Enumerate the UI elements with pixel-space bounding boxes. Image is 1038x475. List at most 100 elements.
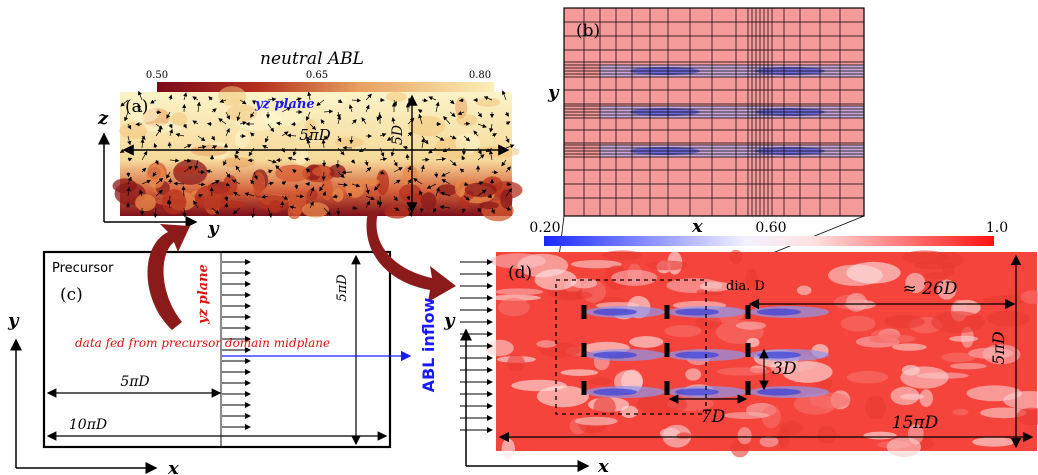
velocity-vector [435, 135, 445, 141]
panel-c-height-label: 5πD [335, 274, 350, 302]
turbulence-blob [498, 298, 530, 317]
velocity-vector [208, 96, 213, 101]
velocity-vector [309, 186, 315, 197]
velocity-vector [235, 165, 241, 173]
turbulence-blob [611, 269, 658, 286]
velocity-vector [225, 111, 230, 120]
velocity-vector [236, 111, 241, 122]
velocity-vector [181, 185, 186, 197]
velocity-vector [126, 171, 131, 178]
inflow-label: ABL inflow [419, 297, 438, 392]
velocity-vector [239, 99, 247, 105]
turbulence-blob [986, 310, 1030, 327]
panel-d-axis-x: x [597, 456, 609, 475]
velocity-vector [286, 133, 297, 138]
velocity-vector [137, 90, 143, 101]
velocity-vector [463, 182, 469, 187]
velocity-vector [337, 98, 343, 104]
velocity-vector [280, 200, 285, 209]
turbulence-blob [846, 370, 889, 384]
turbulence-blob [972, 437, 1015, 447]
velocity-vector [231, 179, 241, 185]
velocity-vector [211, 180, 220, 185]
velocity-vector [175, 132, 185, 138]
panel-d-label: (d) [508, 263, 532, 283]
velocity-vector [365, 183, 370, 195]
velocity-vector [393, 206, 400, 211]
velocity-vector [183, 92, 188, 101]
panel-c-note: data fed from precursor domain midplane [75, 336, 330, 350]
velocity-vector [155, 177, 164, 185]
turbulence-blob [796, 285, 812, 296]
velocity-vector [365, 93, 372, 101]
velocity-vector [225, 128, 230, 137]
velocity-vector [182, 123, 187, 129]
turbulence-blob [511, 379, 567, 392]
turbulence-blob [221, 157, 255, 168]
velocity-vector [267, 123, 275, 133]
turbulence-blob [931, 311, 985, 334]
velocity-vector [218, 118, 227, 125]
velocity-vector [232, 207, 241, 215]
panel-b-label: (b) [576, 21, 600, 41]
velocity-vector [461, 207, 466, 214]
velocity-vector [393, 195, 398, 202]
velocity-vector [379, 133, 387, 138]
velocity-vector [373, 183, 381, 191]
panel-d-zoom-box [555, 279, 707, 415]
turbulence-blob [226, 104, 258, 122]
turbine [664, 343, 670, 357]
velocity-vector [463, 195, 471, 201]
turbulence-blob [846, 261, 901, 284]
turbulence-blob [574, 416, 618, 426]
velocity-vector [219, 98, 227, 103]
turbine [664, 305, 670, 319]
turbulence-blob [275, 164, 311, 182]
velocity-vector [294, 183, 299, 190]
turbulence-blob [398, 184, 422, 203]
turbulence-blob [437, 184, 458, 196]
turbulence-blob [376, 169, 390, 196]
velocity-vector [337, 115, 342, 125]
velocity-vector [504, 111, 509, 117]
velocity-vector [487, 194, 493, 199]
velocity-vector [501, 90, 507, 101]
turbulence-blob [536, 340, 557, 348]
velocity-vector [490, 207, 495, 215]
velocity-vector [166, 111, 171, 119]
turbulence-blob [420, 192, 437, 210]
velocity-vector [426, 183, 437, 189]
velocity-vector [166, 199, 172, 209]
velocity-vector [233, 192, 241, 197]
turbulence-blob [699, 281, 731, 292]
turbulence-blob [479, 201, 499, 210]
turbulence-blob [218, 86, 247, 106]
panel-d-wake-label: ≈ 26D [903, 279, 958, 299]
turbulence-blob [782, 361, 833, 383]
turbine [581, 305, 587, 319]
panel-d-spacing-y-label: 3D [772, 359, 797, 379]
velocity-vector [476, 207, 481, 213]
velocity-vector [295, 97, 302, 102]
turbine [745, 305, 751, 319]
velocity-vector [449, 135, 457, 140]
velocity-vector [364, 159, 369, 167]
velocity-vector [183, 166, 193, 173]
panel-c-title: Precursor [52, 261, 114, 276]
panel-b-mesh [564, 8, 864, 216]
turbulence-blob [302, 202, 330, 218]
turbulence-blob [171, 112, 188, 126]
panel-a-cbar-tick-1: 0.65 [306, 70, 328, 81]
turbulence-blob [716, 367, 771, 376]
velocity-vector [197, 193, 204, 198]
turbulence-blob [816, 426, 837, 444]
turbulence-blob [664, 325, 702, 338]
velocity-vector [281, 131, 289, 137]
turbine [581, 343, 587, 357]
velocity-vector [197, 135, 206, 142]
velocity-vector [458, 98, 465, 103]
velocity-vector [206, 169, 213, 174]
velocity-vector [225, 182, 231, 187]
turbulence-blob [905, 272, 926, 294]
